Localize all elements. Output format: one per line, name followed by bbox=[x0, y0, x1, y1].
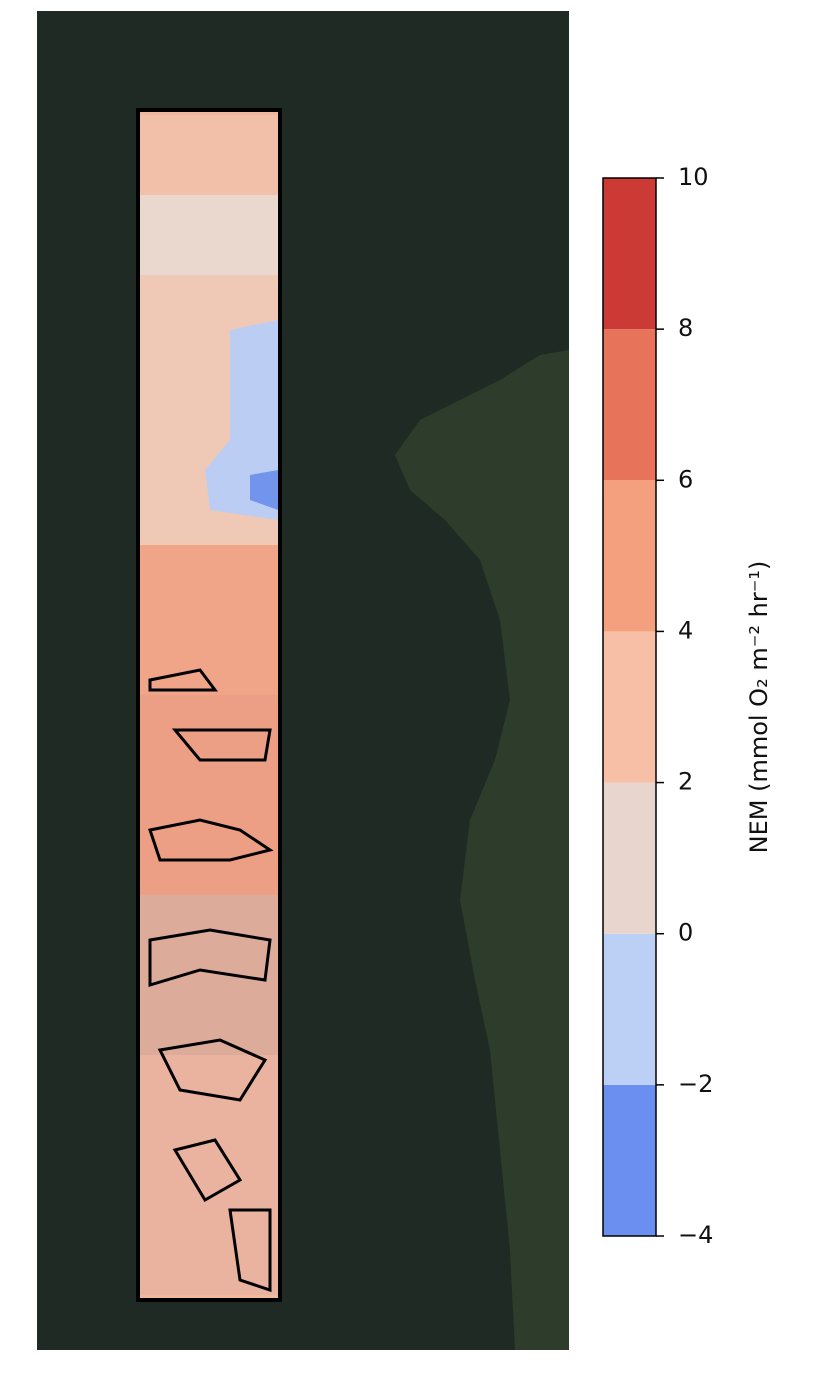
survey-strip bbox=[136, 108, 282, 1302]
band bbox=[140, 115, 278, 195]
water bbox=[37, 11, 569, 1350]
colorbar-label: NEM (mmol O₂ m⁻² hr⁻¹) bbox=[745, 561, 773, 854]
colorbar-segment bbox=[603, 178, 656, 330]
band bbox=[140, 195, 278, 275]
band bbox=[140, 895, 278, 1055]
contour bbox=[148, 668, 274, 1293]
tick-label: −4 bbox=[678, 1221, 713, 1249]
band bbox=[205, 320, 278, 520]
colorbar-segment bbox=[603, 1084, 656, 1236]
mangrove bbox=[395, 350, 569, 1350]
band bbox=[140, 1055, 278, 1295]
colorbar-frame bbox=[602, 177, 657, 1237]
band bbox=[250, 470, 278, 510]
colorbar-segment bbox=[603, 329, 656, 481]
tick-label: 10 bbox=[678, 163, 709, 191]
tick-label: 0 bbox=[678, 919, 693, 947]
band bbox=[140, 545, 278, 695]
colorbar-segment bbox=[603, 480, 656, 632]
colorbar-segment bbox=[603, 933, 656, 1085]
tick-label: −2 bbox=[678, 1070, 713, 1098]
tick-label: 4 bbox=[678, 616, 693, 644]
map bbox=[37, 11, 569, 1350]
colorbar-segment bbox=[603, 631, 656, 783]
tick-label: 2 bbox=[678, 768, 693, 796]
band bbox=[140, 695, 278, 895]
colorbar-segment bbox=[603, 782, 656, 934]
tick-label: 6 bbox=[678, 465, 693, 493]
tick-label: 8 bbox=[678, 314, 693, 342]
